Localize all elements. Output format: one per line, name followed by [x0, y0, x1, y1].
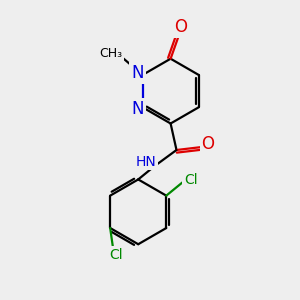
Text: HN: HN: [136, 155, 157, 169]
Text: CH₃: CH₃: [99, 47, 122, 60]
Text: Cl: Cl: [109, 248, 123, 262]
Text: Cl: Cl: [184, 173, 197, 187]
Text: O: O: [202, 134, 214, 152]
Text: O: O: [174, 18, 188, 36]
Text: N: N: [131, 100, 143, 118]
Text: N: N: [131, 64, 143, 82]
